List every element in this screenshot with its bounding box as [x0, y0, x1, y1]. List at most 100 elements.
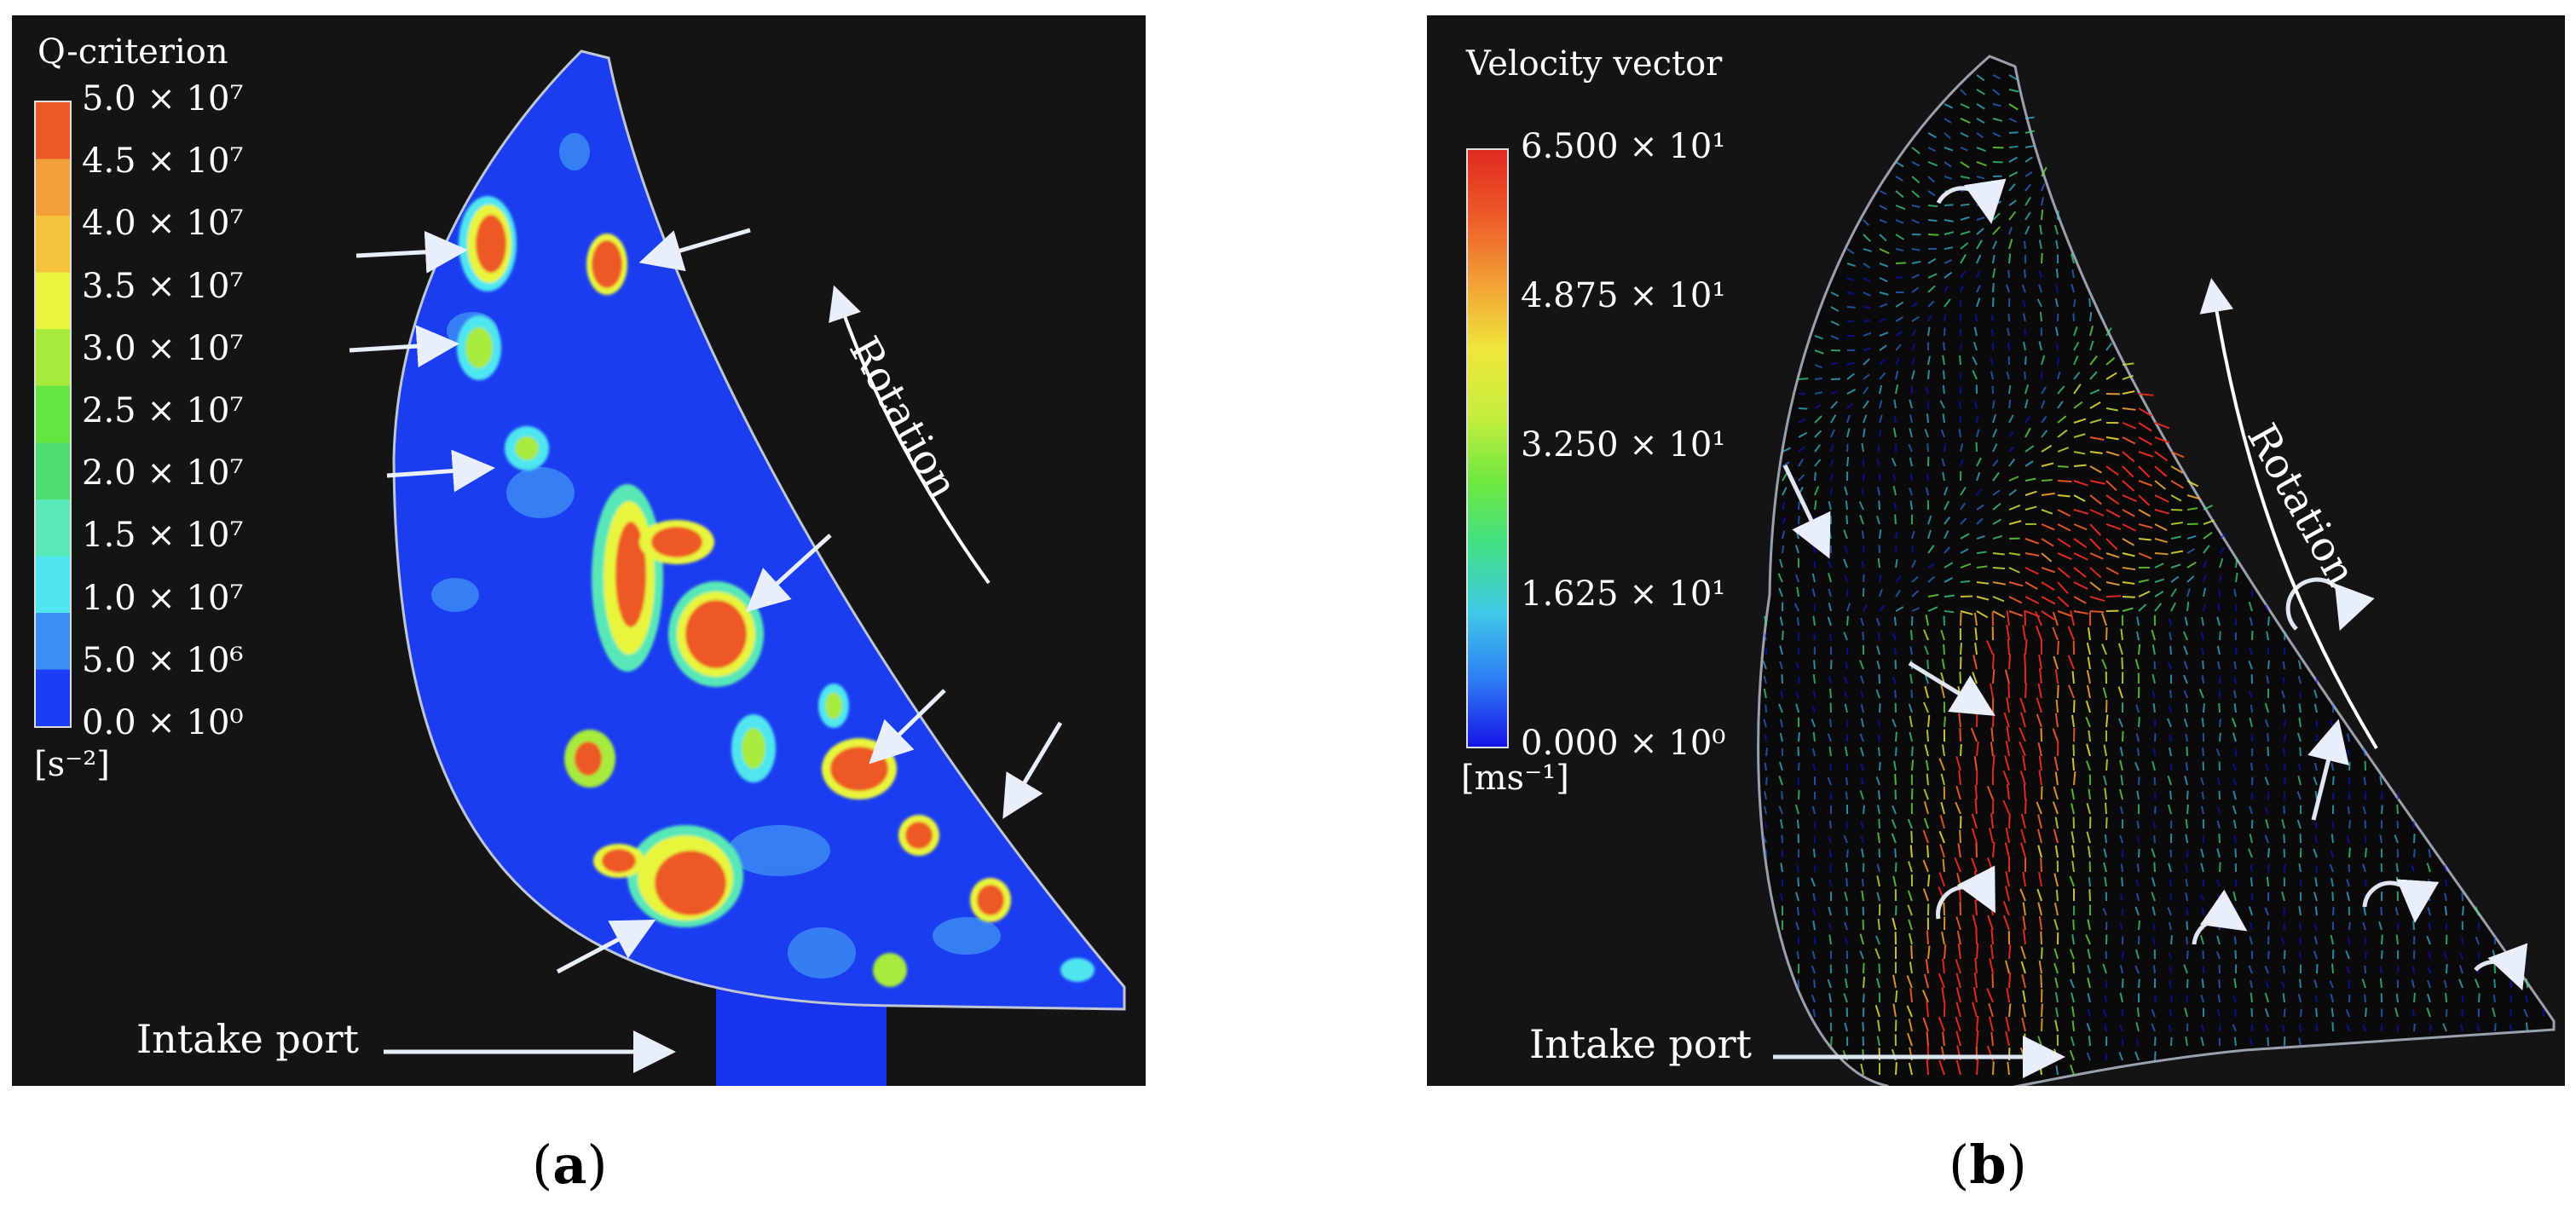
velocity-vector [2105, 595, 2122, 597]
velocity-vector [2008, 430, 2014, 438]
velocity-vector [2442, 1023, 2447, 1032]
velocity-vector [2071, 1006, 2075, 1018]
velocity-vector [2138, 422, 2152, 432]
velocity-vector [1960, 103, 1970, 109]
velocity-vector [2235, 557, 2238, 569]
velocity-vector [1909, 715, 1913, 728]
velocity-vector [2070, 1065, 2075, 1076]
velocity-vector [2154, 1051, 2157, 1061]
velocity-vector [2024, 130, 2036, 134]
velocity-vector [2154, 538, 2168, 544]
velocity-vector [2267, 660, 2270, 670]
velocity-vector [2216, 645, 2221, 655]
velocity-vector [1863, 604, 1868, 612]
velocity-vector [1830, 1036, 1833, 1047]
velocity-vector [2020, 945, 2026, 960]
velocity-vector [2313, 892, 2318, 902]
velocity-vector [1895, 301, 1904, 308]
velocity-vector [2085, 700, 2091, 713]
velocity-vector [1828, 922, 1832, 931]
velocity-vector [1879, 414, 1883, 424]
velocity-vector [1863, 428, 1866, 438]
velocity-vector [2006, 784, 2010, 800]
velocity-vector [2022, 300, 2026, 308]
velocity-vector [1812, 615, 1816, 626]
velocity-vector [2428, 922, 2431, 931]
velocity-vector [2057, 552, 2072, 561]
velocity-vector [1972, 370, 1978, 380]
velocity-vector [2071, 1020, 2075, 1032]
velocity-vector [2379, 978, 2383, 989]
velocity-vector [1973, 326, 1978, 337]
velocity-vector [1942, 471, 1945, 482]
velocity-vector [1944, 327, 1946, 337]
velocity-vector [2186, 561, 2197, 569]
velocity-vector [2135, 949, 2140, 960]
velocity-vector [2186, 950, 2189, 960]
velocity-vector [1939, 400, 1945, 409]
velocity-vector [1829, 763, 1832, 771]
velocity-vector [1992, 1061, 1995, 1076]
velocity-vector [1863, 332, 1872, 337]
velocity-vector [2057, 357, 2059, 366]
velocity-vector [1795, 921, 1799, 931]
velocity-vector [2134, 965, 2140, 974]
velocity-vector [1876, 645, 1880, 655]
velocity-vector [1911, 343, 1916, 351]
velocity-vector [2020, 813, 2026, 829]
velocity-vector [2057, 465, 2069, 468]
velocity-vector [2004, 669, 2010, 684]
velocity-vector [2057, 447, 2069, 453]
velocity-vector [1762, 632, 1767, 641]
velocity-vector [2007, 638, 2010, 655]
velocity-vector [2024, 477, 2036, 482]
velocity-vector [2203, 505, 2213, 511]
velocity-vector [2200, 776, 2204, 786]
velocity-vector [1976, 943, 1979, 960]
velocity-vector [2134, 906, 2140, 916]
velocity-vector [2167, 661, 2172, 670]
velocity-vector [2105, 372, 2117, 380]
velocity-vector [1927, 606, 1938, 612]
velocity-vector [2152, 922, 2156, 931]
velocity-vector [1960, 548, 1969, 554]
velocity-vector [2154, 480, 2166, 490]
velocity-vector [2024, 538, 2040, 545]
velocity-vector [1892, 485, 1897, 496]
velocity-vector [2185, 892, 2188, 902]
velocity-vector [1992, 653, 1995, 670]
vortex-9 [731, 714, 776, 782]
velocity-vector [2088, 877, 2091, 887]
velocity-vector [2019, 888, 2026, 902]
velocity-vector [2120, 863, 2123, 873]
velocity-vector [2120, 775, 2123, 786]
velocity-vector [2119, 893, 2123, 902]
velocity-vector [2024, 156, 2033, 163]
velocity-vector [1992, 534, 2003, 540]
velocity-vector [2427, 979, 2431, 989]
velocity-vector [1762, 661, 1767, 670]
velocity-vector [2057, 480, 2072, 482]
velocity-vector [2041, 166, 2048, 177]
velocity-vector [2122, 509, 2135, 517]
velocity-vector [2069, 1049, 2075, 1061]
velocity-vector [2265, 819, 2269, 829]
velocity-vector [1846, 372, 1855, 380]
velocity-vector [2085, 716, 2091, 728]
velocity-vector [2035, 625, 2042, 641]
velocity-vector [2345, 1008, 2350, 1018]
velocity-vector [1944, 517, 1951, 525]
velocity-vector [2008, 226, 2013, 235]
velocity-vector [1892, 427, 1897, 438]
velocity-vector [1863, 373, 1870, 380]
velocity-vector [1927, 575, 1936, 583]
velocity-vector [2007, 683, 2010, 699]
velocity-vector [1911, 176, 1920, 184]
velocity-vector [1973, 401, 1978, 409]
velocity-vector [2154, 578, 2165, 583]
velocity-vector [2200, 848, 2204, 858]
velocity-vector [2105, 817, 2108, 829]
velocity-vector [2154, 523, 2168, 532]
velocity-vector [2041, 386, 2047, 395]
velocity-vector [2298, 863, 2302, 873]
